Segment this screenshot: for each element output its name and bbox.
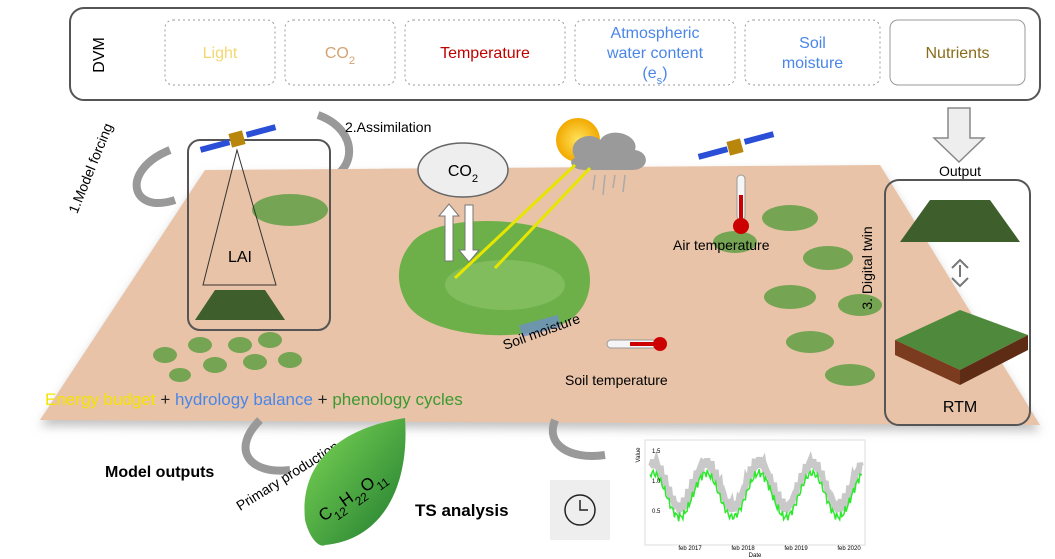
soil-moisture-patch [519, 315, 561, 337]
ts-x-tick: feb 2017 [678, 546, 702, 552]
clock [564, 494, 596, 526]
subscript: 2 [472, 173, 478, 185]
ts-x-tick: feb 2019 [784, 546, 808, 552]
air-temperature-label: Air temperature [673, 237, 770, 253]
ts-arrow [549, 418, 606, 460]
soil-temperature-label: Soil temperature [565, 372, 668, 388]
co2-label: CO2 [448, 163, 478, 185]
balance-part: + [313, 390, 332, 409]
rtm-box [884, 179, 1031, 426]
rtm-soil-left [895, 340, 960, 385]
ts-analysis-label: TS analysis [415, 501, 509, 520]
balance-part: + [156, 390, 175, 409]
text-part: Nutrients [925, 45, 989, 62]
clock-hands [579, 500, 588, 511]
dvm-box [69, 7, 1041, 101]
ts-band [648, 449, 864, 519]
text-part: (e [642, 65, 656, 82]
forcing-label: 1.Model forcing [65, 121, 116, 216]
driver-box [164, 19, 276, 86]
driver-label: Soil [799, 35, 826, 52]
ts-chart: Value Date 1.5 1.0 0.5 feb 2017 feb 2018 feb 20… [636, 439, 866, 559]
sun-rays [453, 163, 592, 280]
ts-y-tick: 0.5 [652, 509, 661, 515]
assimilation-label: 2.Assimilation [345, 119, 431, 135]
ts-x-tick: feb 2020 [837, 546, 861, 552]
twin-arrow [951, 258, 969, 288]
rtm-voxels [895, 310, 1028, 370]
output-arrow [932, 107, 986, 164]
driver-label: water content [606, 45, 704, 62]
digital-twin-label: 3. Digital twin [859, 226, 875, 309]
satellite-2 [697, 131, 775, 160]
rtm-soil-right [960, 335, 1028, 385]
model-outputs-label: Model outputs [105, 464, 214, 481]
satellite [199, 124, 277, 153]
balance-part: hydrology balance [175, 390, 313, 409]
driver-box [744, 19, 881, 86]
driver-label: moisture [782, 55, 843, 72]
forest-clearing [445, 260, 565, 310]
ts-y-tick: 1.5 [652, 449, 661, 455]
driver-label: Light [203, 45, 238, 62]
rtm-canopy [900, 200, 1020, 242]
driver-label: CO2 [325, 45, 355, 67]
driver-box [284, 19, 396, 86]
text-part: Temperature [440, 45, 530, 62]
vegetation-patches [153, 194, 882, 386]
leaf [304, 418, 406, 546]
driver-label: (es) [642, 65, 667, 87]
ts-y-tick: 1.0 [652, 479, 661, 485]
sensor-footprint [202, 148, 277, 286]
ts-x-label: Date [749, 553, 762, 559]
text-part: CO [448, 163, 472, 180]
lai-box [187, 139, 331, 331]
model-output-arrow [241, 417, 291, 475]
text-part: CO [325, 45, 349, 62]
rain [592, 174, 626, 196]
driver-box [889, 19, 1026, 86]
driver-label: Nutrients [925, 45, 989, 62]
balance-part: Energy budget [45, 390, 156, 409]
ts-line [649, 467, 862, 523]
rtm-label: RTM [943, 399, 977, 416]
drivers: Light CO2 Temperature Atmospheric water cont… [164, 19, 1026, 87]
ts-plot-area [644, 439, 866, 546]
co2-arrow-up [437, 203, 461, 262]
soil-thermometer [606, 337, 667, 351]
output-label: Output [939, 163, 981, 179]
driver-box [574, 19, 736, 86]
ts-x-tick: feb 2018 [731, 546, 755, 552]
subscript: s [657, 75, 663, 87]
co2-arrow-down [457, 204, 481, 263]
subscript: 2 [349, 55, 355, 67]
balance-part: phenology cycles [332, 390, 462, 409]
driver-label: Atmospheric [611, 25, 700, 42]
air-thermometer [733, 174, 749, 234]
canopy [195, 290, 285, 320]
co2-bubble [417, 142, 509, 198]
driver-label: Temperature [440, 45, 530, 62]
cloud [571, 132, 646, 170]
text-part: Light [203, 45, 238, 62]
balance-text: Energy budget + hydrology balance + phen… [45, 390, 463, 409]
dvm-label: DVM [91, 37, 108, 73]
text-part: ) [662, 65, 667, 82]
forcing-arrow [132, 146, 177, 207]
ts-y-label: Value [636, 447, 642, 463]
lai-label: LAI [228, 249, 252, 266]
driver-box [404, 19, 566, 86]
